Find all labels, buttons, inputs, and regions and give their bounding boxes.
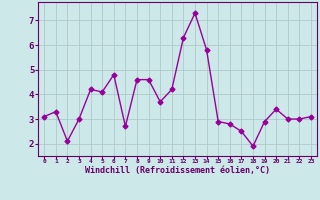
X-axis label: Windchill (Refroidissement éolien,°C): Windchill (Refroidissement éolien,°C) xyxy=(85,166,270,175)
